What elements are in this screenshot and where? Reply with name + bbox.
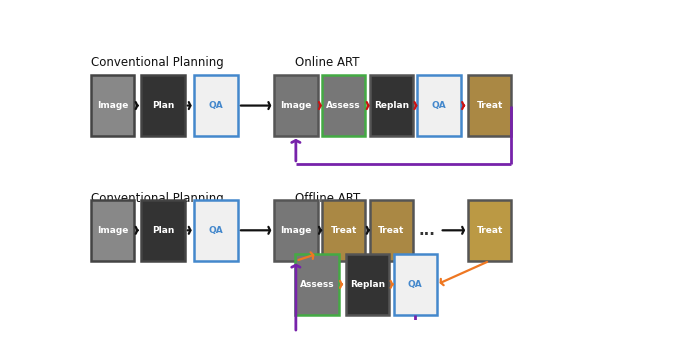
FancyBboxPatch shape: [195, 200, 238, 261]
FancyBboxPatch shape: [195, 75, 238, 136]
Text: Treat: Treat: [330, 226, 357, 235]
FancyBboxPatch shape: [417, 75, 461, 136]
FancyBboxPatch shape: [274, 200, 318, 261]
FancyBboxPatch shape: [370, 75, 413, 136]
Text: Conventional Planning: Conventional Planning: [91, 192, 224, 204]
FancyBboxPatch shape: [141, 200, 185, 261]
Text: Offline ART: Offline ART: [295, 192, 360, 204]
Text: QA: QA: [408, 280, 423, 289]
Text: QA: QA: [432, 101, 447, 110]
Text: Plan: Plan: [152, 226, 174, 235]
Text: Online ART: Online ART: [295, 56, 360, 69]
Text: Assess: Assess: [300, 280, 334, 289]
Text: Replan: Replan: [374, 101, 409, 110]
FancyBboxPatch shape: [274, 75, 318, 136]
Text: Plan: Plan: [152, 101, 174, 110]
FancyBboxPatch shape: [468, 200, 512, 261]
Text: Image: Image: [97, 226, 128, 235]
FancyBboxPatch shape: [370, 200, 413, 261]
FancyBboxPatch shape: [468, 75, 512, 136]
Text: ...: ...: [418, 223, 435, 238]
Text: Treat: Treat: [477, 101, 503, 110]
Text: Conventional Planning: Conventional Planning: [91, 56, 224, 69]
Text: Treat: Treat: [477, 226, 503, 235]
Text: Image: Image: [97, 101, 128, 110]
FancyBboxPatch shape: [91, 200, 134, 261]
Text: QA: QA: [209, 101, 223, 110]
FancyBboxPatch shape: [346, 254, 389, 315]
Text: QA: QA: [209, 226, 223, 235]
FancyBboxPatch shape: [322, 75, 365, 136]
Text: Assess: Assess: [326, 101, 361, 110]
FancyBboxPatch shape: [141, 75, 185, 136]
FancyBboxPatch shape: [393, 254, 437, 315]
Text: Image: Image: [280, 226, 312, 235]
FancyBboxPatch shape: [91, 75, 134, 136]
Text: Replan: Replan: [350, 280, 385, 289]
Text: Image: Image: [280, 101, 312, 110]
FancyBboxPatch shape: [295, 254, 339, 315]
Text: Treat: Treat: [378, 226, 405, 235]
FancyBboxPatch shape: [322, 200, 365, 261]
